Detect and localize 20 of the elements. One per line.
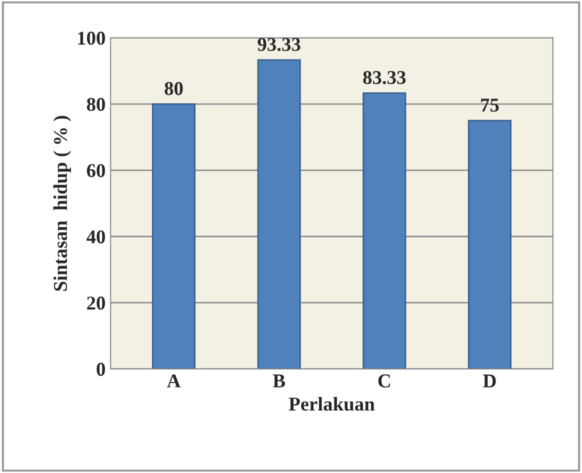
data-label: 83.33: [363, 70, 406, 84]
y-tick-label: 80: [86, 98, 105, 111]
y-tick-label: 40: [86, 230, 105, 244]
data-label: 80: [164, 82, 183, 96]
data-label: 75: [481, 98, 499, 112]
bar: [468, 120, 512, 369]
data-label: 93.33: [258, 38, 300, 52]
x-tick-label: B: [272, 374, 286, 388]
y-tick-label: 20: [87, 296, 105, 310]
y-tick-label: 60: [86, 164, 105, 178]
bar: [362, 92, 406, 369]
x-axis-title: Perlakuan: [288, 396, 375, 411]
bar: [152, 103, 196, 369]
y-tick-label: 100: [78, 32, 105, 45]
x-tick-label: C: [378, 374, 390, 388]
x-tick-label: D: [483, 374, 496, 388]
y-tick-label: 0: [96, 362, 105, 376]
y-axis-title: Sintasan hidup ( % ): [53, 116, 71, 291]
x-tick-label: A: [166, 374, 181, 388]
bar: [257, 59, 301, 369]
